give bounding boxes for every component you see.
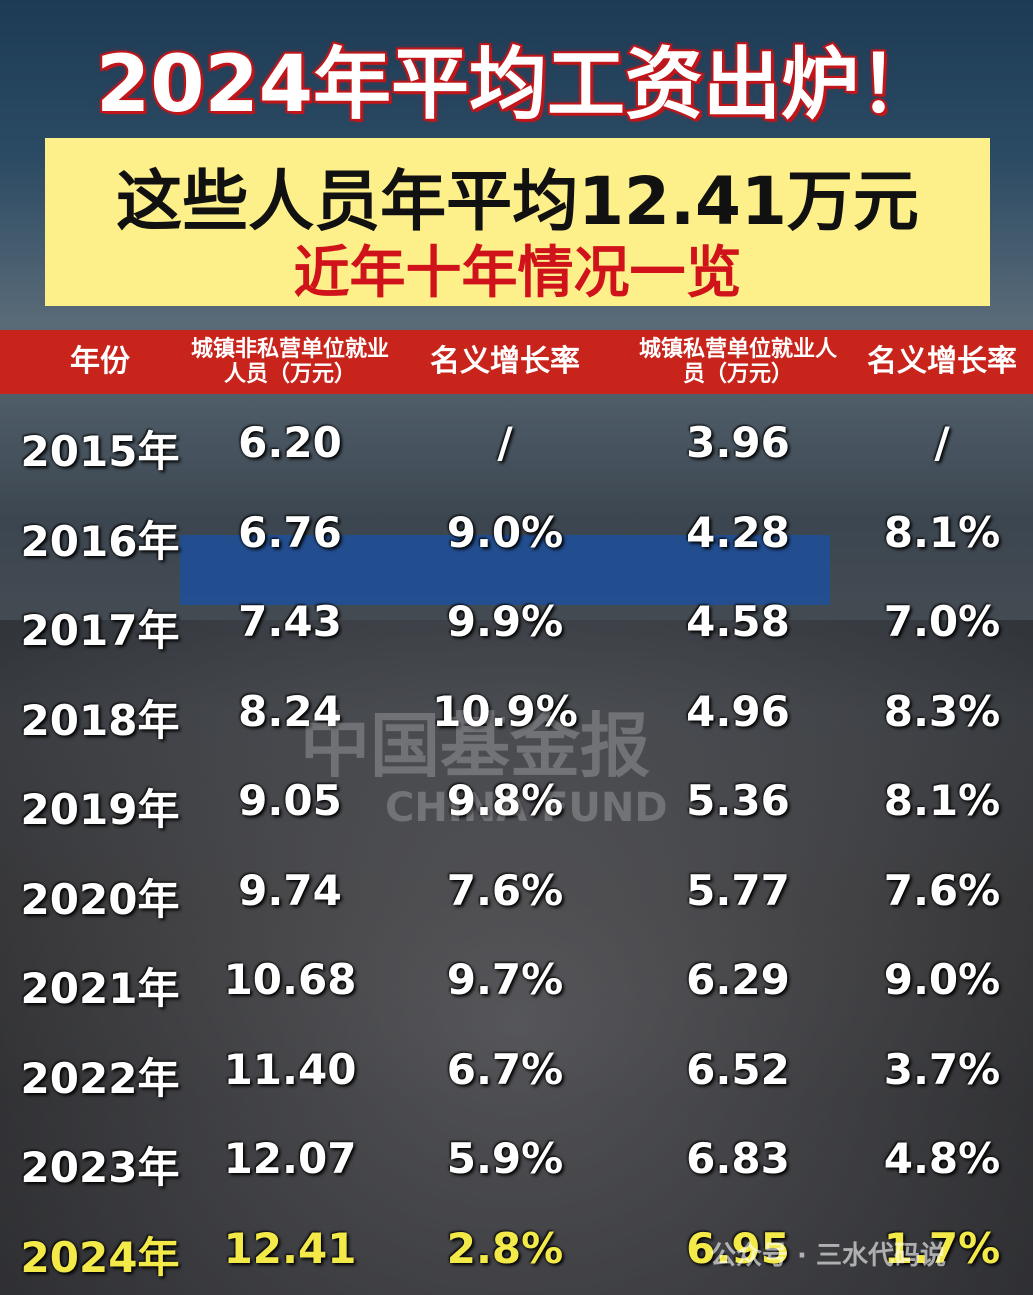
year-cell: 2017年 — [20, 606, 180, 655]
value-cell: 4.8% — [883, 1134, 1001, 1183]
value-cell: 8.24 — [238, 686, 342, 736]
value-cell: 6.52 — [686, 1044, 790, 1094]
value-cell: 4.96 — [686, 686, 790, 736]
value-cell: 11.40 — [223, 1044, 357, 1094]
subtitle-2: 近年十年情况一览 — [293, 241, 742, 306]
value-cell: 9.05 — [238, 776, 342, 825]
year-cell: 2018年 — [20, 695, 180, 745]
year-cell: 2024年 — [20, 1232, 180, 1282]
column-header: 年份 — [70, 343, 130, 379]
value-cell: / — [934, 418, 950, 467]
value-cell: 9.9% — [446, 597, 564, 646]
value-cell: / — [497, 418, 513, 467]
value-cell: 10.9% — [432, 686, 578, 736]
year-cell: 2021年 — [20, 964, 180, 1013]
year-cell: 2020年 — [20, 874, 180, 924]
background-crowd — [0, 620, 1033, 1295]
value-cell: 6.83 — [686, 1134, 790, 1183]
value-cell: 6.95 — [686, 1223, 790, 1273]
value-cell: 7.6% — [446, 865, 564, 915]
subtitle-box: 这些人员年平均12.41万元 近年十年情况一览 — [45, 138, 990, 306]
column-header: 名义增长率 — [867, 343, 1017, 379]
value-cell: 9.8% — [446, 776, 564, 825]
watermark: 公众号 · 三水代码说 — [710, 1241, 946, 1271]
value-cell: 7.0% — [883, 597, 1001, 646]
year-cell: 2015年 — [20, 427, 180, 476]
value-cell: 4.28 — [686, 507, 790, 557]
value-cell: 10.68 — [223, 955, 357, 1004]
value-cell: 3.96 — [686, 418, 790, 467]
year-cell: 2023年 — [20, 1143, 180, 1192]
title: 2024年平均工资出炉！ — [94, 38, 939, 132]
value-cell: 7.43 — [238, 597, 342, 646]
column-header: 名义增长率 — [430, 343, 580, 379]
value-cell: 6.7% — [446, 1044, 564, 1094]
subtitle: 这些人员年平均12.41万元 — [116, 163, 919, 240]
value-cell: 9.7% — [446, 955, 564, 1004]
watermark: 中国基金报 — [300, 705, 650, 787]
value-cell: 1.7% — [883, 1223, 1001, 1273]
value-cell: 6.20 — [238, 418, 342, 467]
value-cell: 8.1% — [883, 776, 1001, 825]
value-cell: 9.0% — [446, 507, 564, 557]
value-cell: 4.58 — [686, 597, 790, 646]
year-cell: 2016年 — [20, 516, 180, 566]
column-header: 城镇私营单位就业人员（万元） — [638, 336, 837, 387]
background-sign — [180, 535, 830, 605]
value-cell: 9.0% — [883, 955, 1001, 1004]
table-header: 年份 城镇非私营单位就业人员（万元） 名义增长率 城镇私营单位就业人员（万元） 名义增长… — [0, 330, 1033, 394]
watermark: CHINA FUND — [385, 785, 668, 831]
value-cell: 8.3% — [883, 686, 1001, 736]
year-cell: 2019年 — [20, 785, 180, 834]
column-header: 城镇非私营单位就业人员（万元） — [190, 336, 389, 387]
value-cell: 9.74 — [238, 865, 342, 915]
value-cell: 12.41 — [223, 1223, 357, 1273]
value-cell: 12.07 — [223, 1134, 357, 1183]
value-cell: 5.9% — [446, 1134, 564, 1183]
year-cell: 2022年 — [20, 1053, 180, 1103]
value-cell: 8.1% — [883, 507, 1001, 557]
value-cell: 5.77 — [686, 865, 790, 915]
value-cell: 6.76 — [238, 507, 342, 557]
value-cell: 7.6% — [883, 865, 1001, 915]
value-cell: 3.7% — [883, 1044, 1001, 1094]
value-cell: 6.29 — [686, 955, 790, 1004]
value-cell: 5.36 — [686, 776, 790, 825]
value-cell: 2.8% — [446, 1223, 564, 1273]
